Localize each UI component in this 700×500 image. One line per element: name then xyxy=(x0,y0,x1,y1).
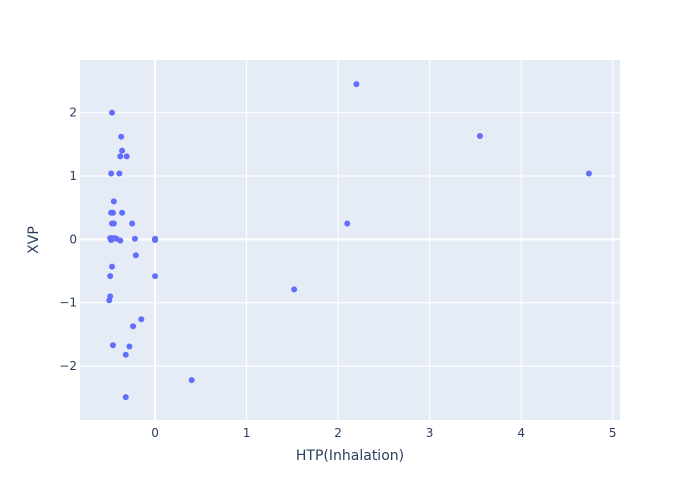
x-tick-label: 0 xyxy=(151,426,159,440)
scatter-point[interactable] xyxy=(109,342,116,349)
scatter-point[interactable] xyxy=(152,237,159,243)
scatter-point[interactable] xyxy=(116,170,123,177)
scatter-point[interactable] xyxy=(123,153,130,160)
scatter-point[interactable] xyxy=(117,153,124,160)
scatter-point[interactable] xyxy=(131,235,138,242)
y-tick-label: −1 xyxy=(59,296,77,310)
x-tick-label: 3 xyxy=(426,426,434,440)
scatter-point[interactable] xyxy=(122,351,129,358)
points-layer xyxy=(106,81,592,401)
y-tick-label: 1 xyxy=(69,169,77,183)
scatter-point[interactable] xyxy=(138,316,145,323)
scatter-point[interactable] xyxy=(109,263,116,270)
x-tick-label: 1 xyxy=(243,426,251,440)
scatter-point[interactable] xyxy=(106,297,113,304)
grid-layer xyxy=(80,60,620,420)
scatter-point[interactable] xyxy=(353,81,360,88)
x-tick-label: 5 xyxy=(609,426,617,440)
scatter-point[interactable] xyxy=(119,209,126,216)
y-tick-label: 2 xyxy=(69,106,77,120)
scatter-point[interactable] xyxy=(476,133,483,140)
scatter-point[interactable] xyxy=(188,377,195,384)
scatter-point[interactable] xyxy=(107,273,114,280)
scatter-point[interactable] xyxy=(110,198,117,205)
scatter-point[interactable] xyxy=(117,237,124,244)
scatter-point[interactable] xyxy=(344,220,351,227)
scatter-point[interactable] xyxy=(119,147,126,154)
tick-labels: 0 1 2 3 4 5 −2 −1 0 1 2 xyxy=(59,106,616,440)
scatter-point[interactable] xyxy=(291,286,298,293)
scatter-point[interactable] xyxy=(109,209,116,216)
scatter-point[interactable] xyxy=(108,170,115,177)
y-tick-label: −2 xyxy=(59,359,77,373)
scatter-point[interactable] xyxy=(130,323,137,330)
scatter-point[interactable] xyxy=(118,133,125,140)
x-tick-label: 4 xyxy=(517,426,525,440)
scatter-point[interactable] xyxy=(126,343,133,350)
scatter-point[interactable] xyxy=(129,220,136,227)
scatter-point[interactable] xyxy=(109,236,116,243)
scatter-point[interactable] xyxy=(110,220,117,227)
scatter-point[interactable] xyxy=(152,273,159,280)
y-tick-label: 0 xyxy=(69,232,77,246)
y-axis-title: XVP xyxy=(26,226,42,254)
scatter-point[interactable] xyxy=(122,394,129,401)
scatter-point[interactable] xyxy=(132,252,139,259)
scatter-point[interactable] xyxy=(109,109,116,116)
scatter-point[interactable] xyxy=(585,170,592,177)
x-tick-label: 2 xyxy=(334,426,342,440)
x-axis-title: HTP(Inhalation) xyxy=(296,448,404,464)
